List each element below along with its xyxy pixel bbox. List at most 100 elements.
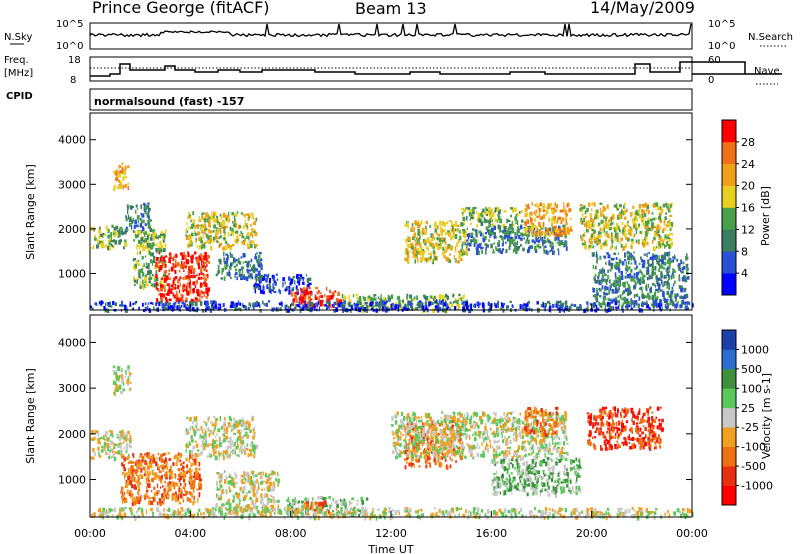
heatmap-cell	[178, 501, 182, 505]
heatmap-cell	[666, 240, 669, 246]
heatmap-cell	[666, 303, 669, 309]
heatmap-cell	[183, 472, 186, 476]
heatmap-cell	[149, 498, 151, 502]
heatmap-cell	[651, 295, 655, 301]
heatmap-cell	[415, 249, 419, 254]
heatmap-cell	[168, 486, 172, 492]
heatmap-cell	[157, 289, 160, 292]
heatmap-cell	[274, 484, 276, 488]
heatmap-cell	[325, 300, 329, 304]
heatmap-cell	[525, 226, 529, 231]
heatmap-cell	[250, 481, 254, 486]
heatmap-cell	[584, 245, 587, 249]
heatmap-cell	[419, 230, 421, 235]
heatmap-cell	[206, 235, 209, 240]
heatmap-cell	[208, 222, 211, 227]
heatmap-cell	[408, 243, 411, 248]
heatmap-cell	[652, 203, 656, 208]
heatmap-cell	[204, 431, 206, 434]
heatmap-cell	[198, 452, 202, 456]
heatmap-cell	[212, 443, 215, 448]
heatmap-cell	[446, 307, 449, 310]
heatmap-cell	[260, 289, 263, 294]
heatmap-cell	[260, 264, 263, 270]
heatmap-cell	[142, 239, 145, 243]
heatmap-cell	[162, 233, 166, 239]
heatmap-cell	[674, 303, 678, 309]
heatmap-cell	[273, 290, 277, 294]
heatmap-cell	[216, 432, 218, 436]
heatmap-cell	[329, 504, 331, 509]
heatmap-cell	[192, 445, 195, 450]
heatmap-cell	[192, 306, 195, 312]
heatmap-cell	[566, 203, 569, 208]
heatmap-cell	[544, 302, 547, 308]
heatmap-cell	[239, 435, 242, 441]
heatmap-cell	[302, 301, 305, 304]
heatmap-cell	[257, 472, 261, 476]
heatmap-cell	[179, 459, 182, 463]
heatmap-cell	[601, 213, 605, 217]
heatmap-cell	[133, 239, 135, 242]
heatmap-cell	[417, 232, 420, 237]
heatmap-cell	[255, 285, 258, 289]
heatmap-cell	[141, 213, 145, 218]
heatmap-cell	[308, 277, 312, 282]
heatmap-cell	[676, 293, 679, 297]
heatmap-cell	[124, 304, 127, 308]
heatmap-cell	[91, 429, 94, 435]
heatmap-cell	[224, 417, 226, 421]
heatmap-cell	[272, 496, 275, 501]
heatmap-cell	[518, 228, 520, 234]
heatmap-cell	[429, 225, 432, 228]
heatmap-cell	[110, 243, 112, 247]
heatmap-cell	[161, 247, 163, 253]
heatmap-cell	[612, 226, 615, 230]
heatmap-cell	[655, 202, 659, 207]
heatmap-cell	[252, 493, 256, 497]
heatmap-cell	[208, 454, 210, 458]
heatmap-cell	[225, 214, 229, 218]
heatmap-cell	[613, 204, 617, 208]
heatmap-cell	[121, 300, 123, 306]
heatmap-cell	[570, 208, 572, 212]
heatmap-cell	[192, 223, 195, 227]
heatmap-cell	[447, 304, 450, 309]
heatmap-cell	[439, 299, 441, 304]
heatmap-cell	[419, 242, 422, 248]
heatmap-cell	[141, 226, 145, 232]
heatmap-cell	[222, 212, 226, 218]
heatmap-cell	[257, 271, 261, 276]
heatmap-cell	[438, 294, 442, 300]
heatmap-cell	[583, 217, 585, 223]
heatmap-cell	[116, 173, 120, 178]
heatmap-cell	[179, 297, 183, 302]
colorbar-swatch	[722, 141, 736, 165]
heatmap-cell	[603, 297, 606, 301]
heatmap-cell	[164, 306, 168, 311]
heatmap-cell	[657, 241, 659, 244]
heatmap-cell	[171, 306, 174, 312]
heatmap-cell	[109, 440, 113, 445]
heatmap-cell	[153, 486, 156, 491]
heatmap-cell	[667, 274, 670, 278]
heatmap-cell	[145, 262, 148, 266]
heatmap-cell	[434, 308, 438, 311]
heatmap-cell	[678, 284, 681, 289]
heatmap-cell	[90, 437, 93, 441]
heatmap-cell	[588, 238, 591, 244]
heatmap-cell	[119, 442, 122, 445]
heatmap-cell	[461, 211, 464, 215]
heatmap-cell	[123, 170, 126, 176]
heatmap-cell	[531, 226, 534, 231]
heatmap-cell	[568, 231, 570, 235]
heatmap-cell	[530, 217, 532, 222]
heatmap-cell	[125, 308, 128, 313]
heatmap-cell	[277, 478, 280, 484]
heatmap-cell	[637, 239, 640, 242]
heatmap-cell	[225, 435, 228, 440]
heatmap-cell	[602, 299, 605, 305]
heatmap-cell	[672, 283, 675, 287]
heatmap-cell	[332, 513, 335, 518]
heatmap-cell	[213, 449, 217, 455]
